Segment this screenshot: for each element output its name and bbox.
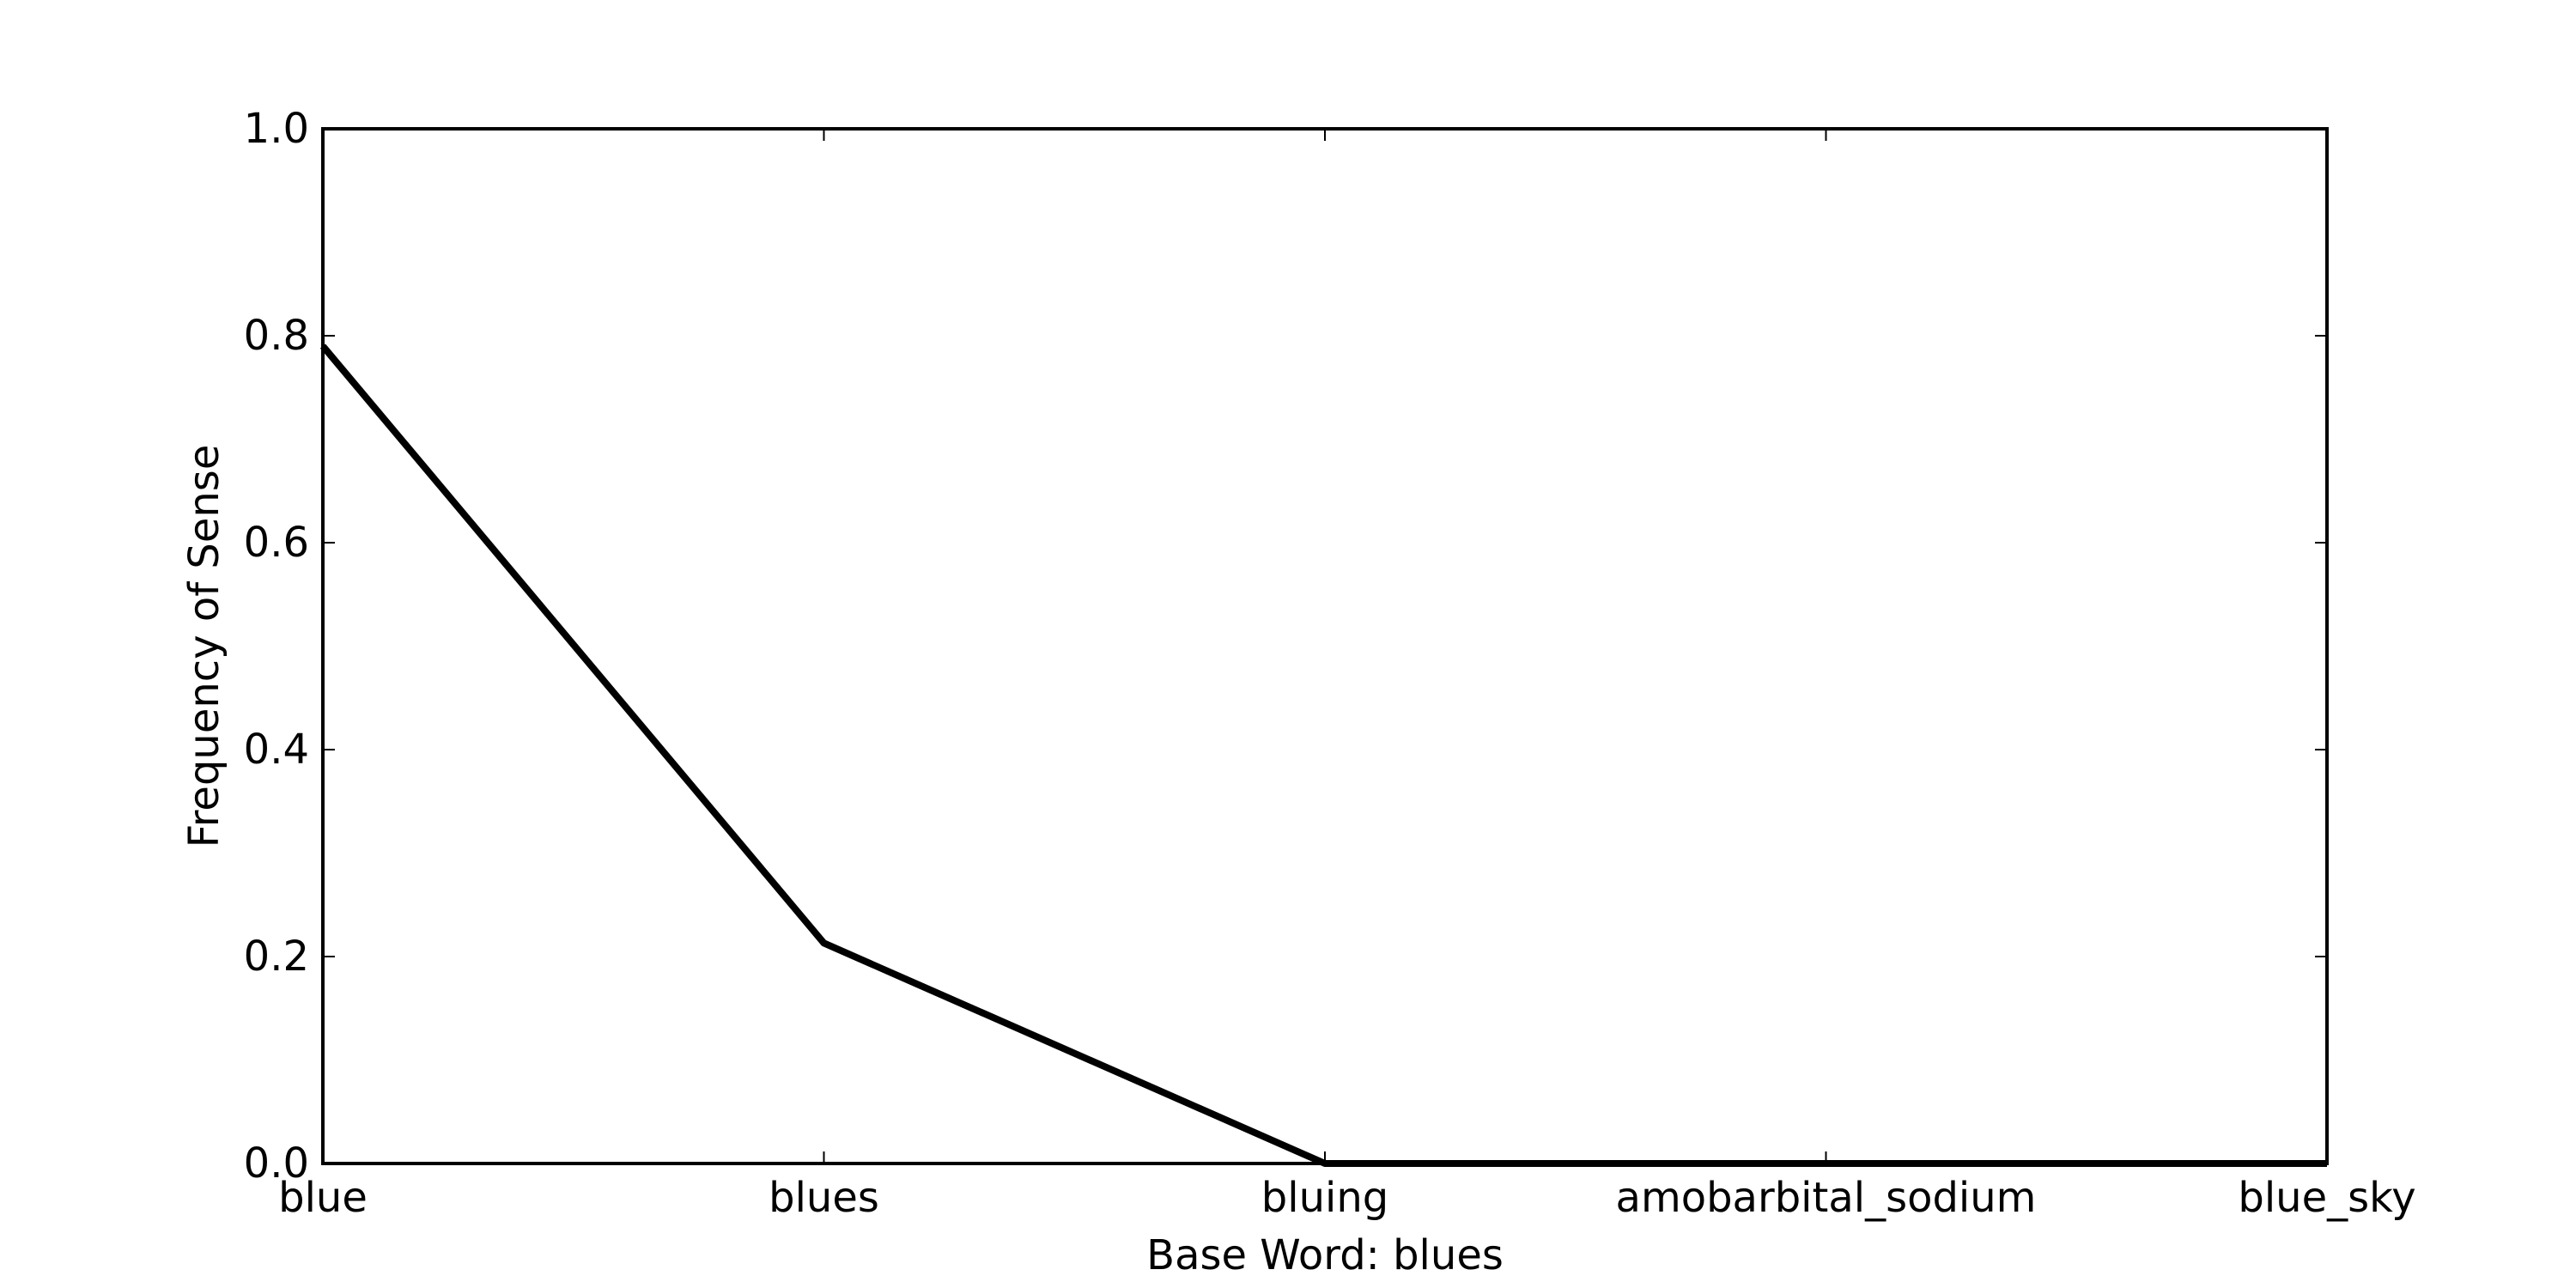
- x-tick-label: blue: [278, 1174, 368, 1222]
- y-tick-labels: 0.0 0.2 0.4 0.6 0.8 1.0: [244, 105, 309, 1188]
- x-tick-label: bluing: [1261, 1174, 1388, 1222]
- tick-marks: [322, 128, 2328, 1164]
- y-tick-label: 0.6: [244, 519, 309, 567]
- y-axis-label: Frequency of Sense: [180, 445, 228, 848]
- plot-area-frame: [321, 127, 2329, 1165]
- x-axis-label: Base Word: blues: [1146, 1231, 1504, 1279]
- y-tick-label: 0.0: [244, 1139, 309, 1188]
- x-tick-label: blues: [769, 1174, 879, 1222]
- x-tick-label: blue_sky: [2238, 1174, 2415, 1222]
- series-line: [319, 343, 2327, 1167]
- x-tick-label: amobarbital_sodium: [1616, 1174, 2037, 1222]
- series-layer: [319, 343, 2327, 1167]
- y-tick-label: 0.2: [244, 933, 309, 981]
- y-tick-label: 0.8: [244, 312, 309, 360]
- x-tick-labels: blue blues bluing amobarbital_sodium blue_sk…: [278, 1174, 2416, 1222]
- y-tick-label: 1.0: [244, 105, 309, 153]
- y-tick-label: 0.4: [244, 726, 309, 774]
